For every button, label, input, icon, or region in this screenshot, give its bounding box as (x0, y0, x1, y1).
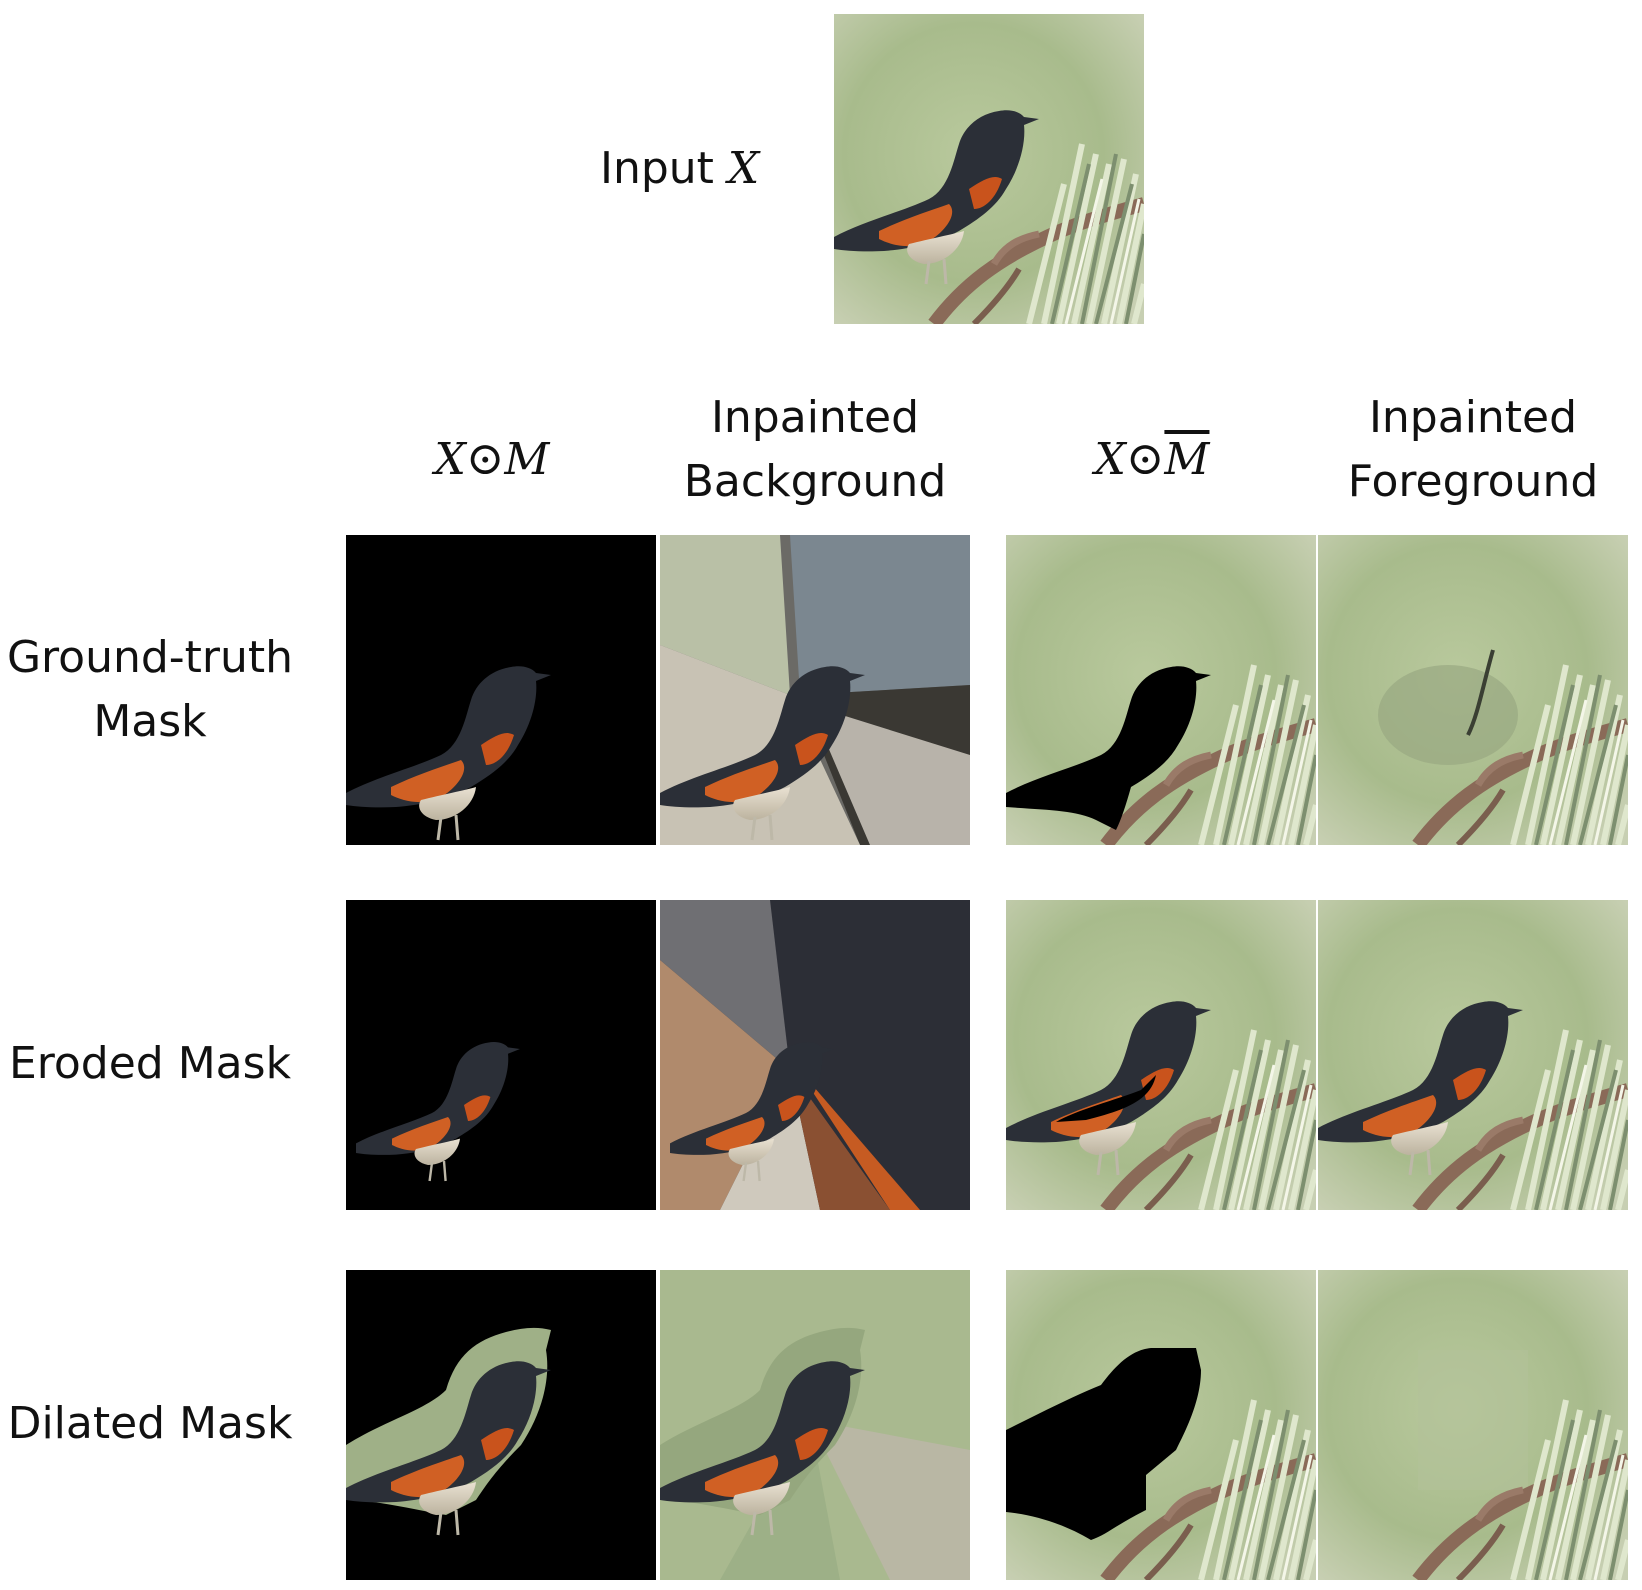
row-label-dilated: Dilated Mask (0, 1392, 300, 1456)
column-header-inpainted-background: Inpainted Background (660, 386, 970, 514)
gt-masked-foreground (346, 535, 656, 845)
column-header-inpainted-foreground: Inpainted Foreground (1318, 386, 1628, 514)
if-line2: Foreground (1347, 456, 1599, 507)
if-line1: Inpainted (1368, 392, 1578, 443)
xmbar-op: ⊙ (1125, 431, 1165, 485)
eroded-masked-background (1006, 900, 1316, 1210)
ib-line1: Inpainted (710, 392, 920, 443)
gt-masked-background (1006, 535, 1316, 845)
row-label-eroded: Eroded Mask (0, 1032, 300, 1096)
ib-line2: Background (683, 456, 947, 507)
column-header-x-odot-m: X⊙M (392, 426, 592, 492)
xm-m: M (504, 434, 550, 485)
xm-x: X (434, 434, 466, 485)
input-image (834, 14, 1144, 324)
dilated-masked-background (1006, 1270, 1316, 1580)
eroded-inpainted-background (660, 900, 970, 1210)
row3-line1: Dilated Mask (7, 1398, 293, 1449)
eroded-masked-foreground (346, 900, 656, 1210)
xmbar-m: M (1164, 434, 1210, 485)
column-header-x-odot-m-bar: X⊙M (1052, 426, 1252, 492)
dilated-inpainted-background (660, 1270, 970, 1580)
input-label-prefix: Input (600, 143, 728, 194)
xmbar-x: X (1094, 434, 1126, 485)
dilated-inpainted-foreground (1318, 1270, 1628, 1580)
eroded-inpainted-foreground (1318, 900, 1628, 1210)
gt-inpainted-foreground (1318, 535, 1628, 845)
input-label-var: X (727, 143, 760, 194)
dilated-masked-foreground (346, 1270, 656, 1580)
row2-line1: Eroded Mask (8, 1038, 292, 1089)
row1-line1: Ground-truth (6, 632, 294, 683)
row1-line2: Mask (93, 696, 207, 747)
gt-inpainted-background (660, 535, 970, 845)
input-label: Input X (600, 137, 759, 201)
xm-op: ⊙ (465, 431, 505, 485)
row-label-ground-truth: Ground-truth Mask (0, 626, 300, 754)
